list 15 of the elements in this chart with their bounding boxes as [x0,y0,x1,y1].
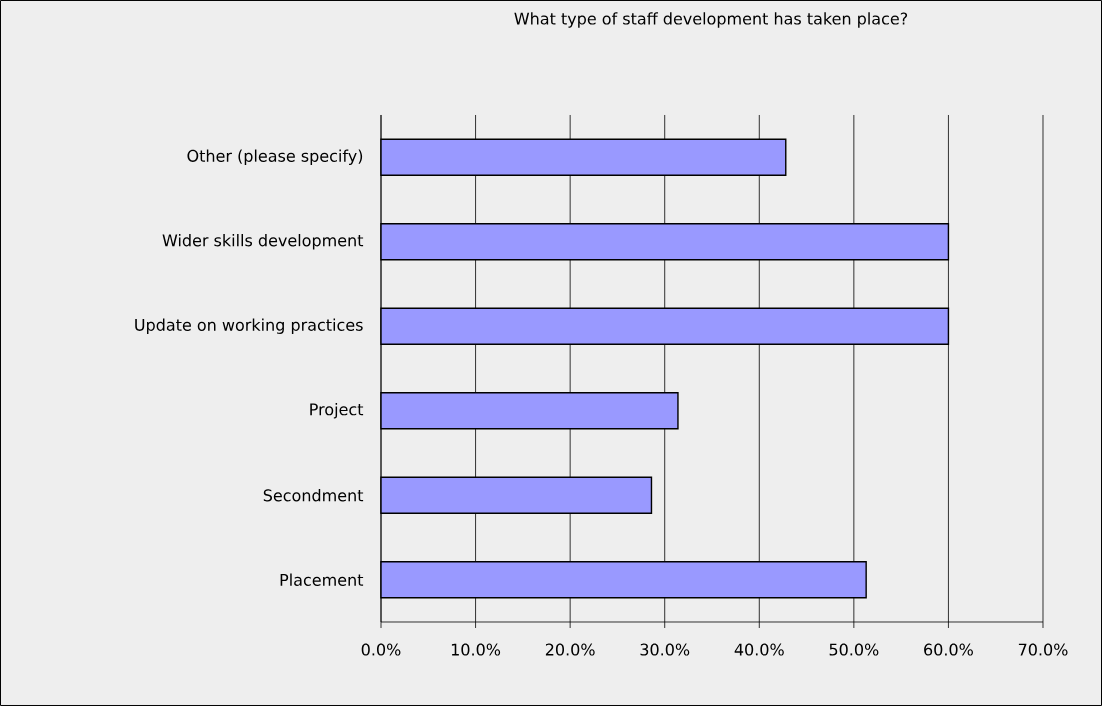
x-tick-label: 70.0% [1018,643,1068,656]
y-tick-label: Update on working practices [135,318,363,334]
chart-title: What type of staff development has taken place? [514,12,908,28]
y-tick-label: Wider skills development [162,234,364,250]
y-tick-label: Placement [280,573,364,586]
x-tick-label: 20.0% [545,643,595,656]
y-tick-label: Project [310,403,364,419]
x-tick-label: 40.0% [734,643,784,656]
x-tick-label: 30.0% [640,643,690,656]
x-tick-label: 10.0% [451,643,501,656]
x-tick-label: 60.0% [924,643,973,656]
x-tick-label: 50.0% [829,643,879,656]
y-tick-label: Secondment [263,489,364,502]
y-tick-label: Other (please specify) [187,149,363,165]
x-tick-label: 0.0% [361,643,401,656]
